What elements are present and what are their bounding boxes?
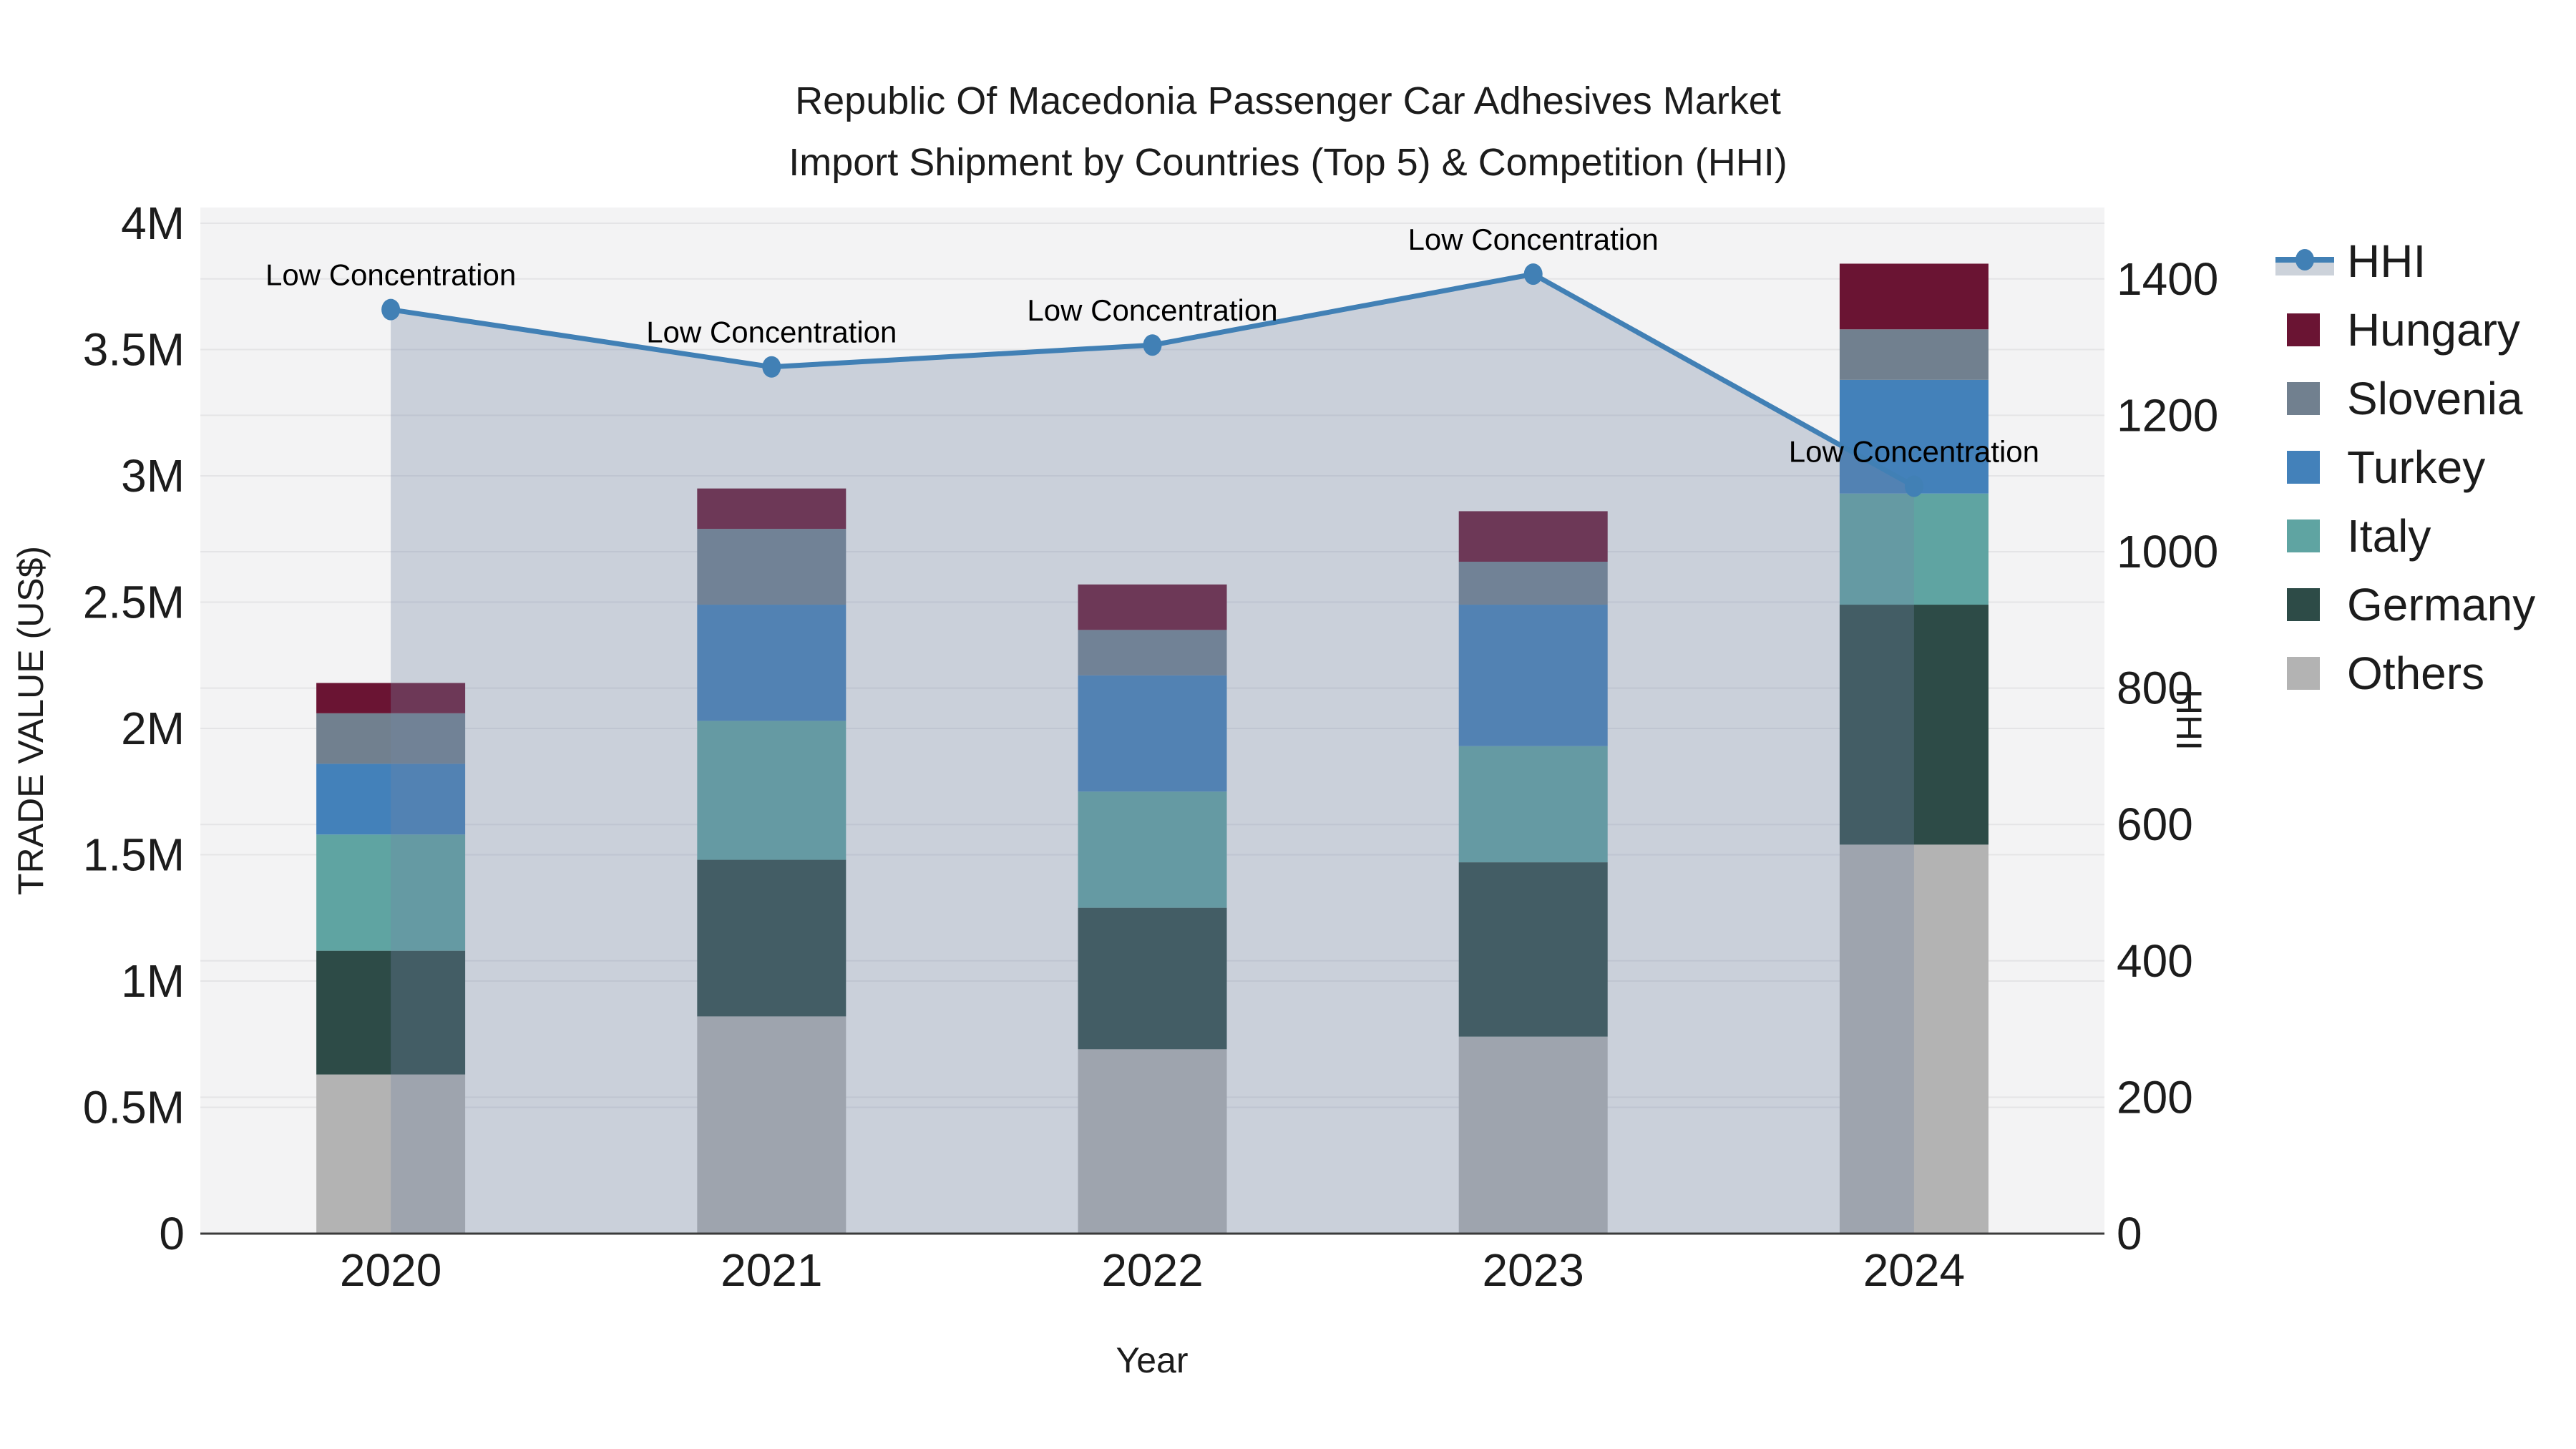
bar-segment-slovenia-2023[interactable] bbox=[1458, 562, 1608, 605]
chart-title-line2: Import Shipment by Countries (Top 5) & C… bbox=[789, 141, 1787, 184]
bar-segment-hungary-2021[interactable] bbox=[697, 488, 847, 530]
right-tick-label: 400 bbox=[2117, 935, 2193, 987]
bar-segment-italy-2020[interactable] bbox=[316, 834, 466, 951]
left-tick-label: 1M bbox=[121, 955, 185, 1007]
left-tick-label: 4M bbox=[121, 197, 185, 249]
left-tick-label: 3.5M bbox=[83, 324, 185, 376]
left-tick-label: 2.5M bbox=[83, 577, 185, 628]
legend-item-others[interactable]: Others bbox=[2275, 639, 2535, 708]
left-tick-label: 2M bbox=[121, 703, 185, 754]
annotation-low-concentration-2022: Low Concentration bbox=[1027, 293, 1277, 327]
chart-title: Republic Of Macedonia Passenger Car Adhe… bbox=[0, 70, 2576, 193]
legend-label: Turkey bbox=[2347, 441, 2486, 493]
annotation-low-concentration-2020: Low Concentration bbox=[265, 258, 516, 292]
left-tick-label: 3M bbox=[121, 450, 185, 502]
bar-segment-germany-2022[interactable] bbox=[1078, 907, 1227, 1050]
legend-item-hungary[interactable]: Hungary bbox=[2275, 296, 2535, 364]
hhi-marker-2022[interactable] bbox=[1143, 334, 1162, 356]
legend-label: Hungary bbox=[2347, 304, 2520, 356]
bar-segment-turkey-2023[interactable] bbox=[1458, 605, 1608, 746]
left-tick-label: 0.5M bbox=[83, 1082, 185, 1133]
bar-segment-germany-2023[interactable] bbox=[1458, 862, 1608, 1037]
legend-item-germany[interactable]: Germany bbox=[2275, 570, 2535, 639]
bar-segment-turkey-2022[interactable] bbox=[1078, 675, 1227, 792]
bar-segment-hungary-2022[interactable] bbox=[1078, 584, 1227, 630]
bar-segment-italy-2023[interactable] bbox=[1458, 746, 1608, 863]
bar-segment-germany-2024[interactable] bbox=[1839, 605, 1989, 845]
bar-segment-others-2024[interactable] bbox=[1839, 844, 1989, 1234]
bar-segment-others-2023[interactable] bbox=[1458, 1036, 1608, 1234]
legend-color-swatch-icon bbox=[2275, 308, 2347, 351]
legend-label: HHI bbox=[2347, 235, 2426, 287]
right-tick-label: 1000 bbox=[2117, 526, 2218, 577]
right-tick-label: 0 bbox=[2117, 1208, 2142, 1259]
left-tick-label: 0 bbox=[159, 1208, 185, 1259]
legend: HHI Hungary Slovenia Turkey Italy Germany Othe… bbox=[2275, 227, 2535, 708]
bar-segment-hungary-2024[interactable] bbox=[1839, 263, 1989, 330]
bar-segment-germany-2020[interactable] bbox=[316, 950, 466, 1075]
legend-label: Others bbox=[2347, 648, 2485, 699]
legend-item-hhi[interactable]: HHI bbox=[2275, 227, 2535, 296]
bar-segment-italy-2022[interactable] bbox=[1078, 791, 1227, 908]
bar-segment-slovenia-2024[interactable] bbox=[1839, 329, 1989, 380]
legend-color-swatch-icon bbox=[2275, 377, 2347, 420]
bar-segment-turkey-2024[interactable] bbox=[1839, 379, 1989, 494]
right-tick-label: 1200 bbox=[2117, 389, 2218, 441]
left-axis-title: TRADE VALUE (US$) bbox=[11, 546, 51, 895]
chart-title-line1: Republic Of Macedonia Passenger Car Adhe… bbox=[795, 79, 1781, 122]
bar-segment-slovenia-2020[interactable] bbox=[316, 713, 466, 764]
hhi-area-fill bbox=[391, 274, 1914, 1234]
hhi-marker-2023[interactable] bbox=[1523, 263, 1543, 286]
annotation-low-concentration-2021: Low Concentration bbox=[646, 316, 897, 349]
x-tick-label-2021: 2021 bbox=[721, 1244, 822, 1296]
x-axis-title: Year bbox=[1116, 1340, 1188, 1380]
hhi-line-swatch-icon bbox=[2275, 240, 2347, 283]
bar-segment-italy-2024[interactable] bbox=[1839, 493, 1989, 605]
hhi-marker-2021[interactable] bbox=[762, 356, 781, 378]
legend-item-slovenia[interactable]: Slovenia bbox=[2275, 364, 2535, 433]
bar-segment-slovenia-2022[interactable] bbox=[1078, 630, 1227, 675]
legend-item-turkey[interactable]: Turkey bbox=[2275, 433, 2535, 502]
right-tick-label: 1400 bbox=[2117, 253, 2218, 305]
right-tick-label: 600 bbox=[2117, 799, 2193, 850]
bar-segment-hungary-2023[interactable] bbox=[1458, 511, 1608, 562]
legend-item-italy[interactable]: Italy bbox=[2275, 502, 2535, 570]
bar-segment-others-2020[interactable] bbox=[316, 1074, 466, 1234]
bar-segment-others-2021[interactable] bbox=[697, 1016, 847, 1234]
hhi-marker-2020[interactable] bbox=[381, 298, 401, 321]
right-tick-label: 800 bbox=[2117, 663, 2193, 714]
bar-segment-turkey-2020[interactable] bbox=[316, 763, 466, 835]
right-axis-title: HHI bbox=[2169, 689, 2209, 751]
annotation-low-concentration-2024: Low Concentration bbox=[1789, 435, 2039, 469]
legend-color-swatch-icon bbox=[2275, 583, 2347, 626]
legend-label: Slovenia bbox=[2347, 373, 2523, 424]
left-tick-label: 1.5M bbox=[83, 829, 185, 881]
legend-color-swatch-icon bbox=[2275, 652, 2347, 695]
bar-segment-turkey-2021[interactable] bbox=[697, 605, 847, 721]
annotation-low-concentration-2023: Low Concentration bbox=[1408, 223, 1659, 256]
hhi-marker-2024[interactable] bbox=[1904, 475, 1923, 497]
x-tick-label-2023: 2023 bbox=[1483, 1244, 1584, 1296]
bar-segment-others-2022[interactable] bbox=[1078, 1049, 1227, 1234]
legend-label: Germany bbox=[2347, 579, 2536, 630]
legend-color-swatch-icon bbox=[2275, 514, 2347, 557]
x-tick-label-2020: 2020 bbox=[340, 1244, 441, 1296]
bar-segment-slovenia-2021[interactable] bbox=[697, 529, 847, 605]
bar-segment-hungary-2020[interactable] bbox=[316, 683, 466, 713]
bar-segment-germany-2021[interactable] bbox=[697, 859, 847, 1017]
x-tick-label-2022: 2022 bbox=[1101, 1244, 1203, 1296]
legend-color-swatch-icon bbox=[2275, 446, 2347, 489]
legend-label: Italy bbox=[2347, 510, 2431, 562]
bar-segment-italy-2021[interactable] bbox=[697, 721, 847, 860]
x-tick-label-2024: 2024 bbox=[1863, 1244, 1965, 1296]
right-tick-label: 200 bbox=[2117, 1071, 2193, 1123]
